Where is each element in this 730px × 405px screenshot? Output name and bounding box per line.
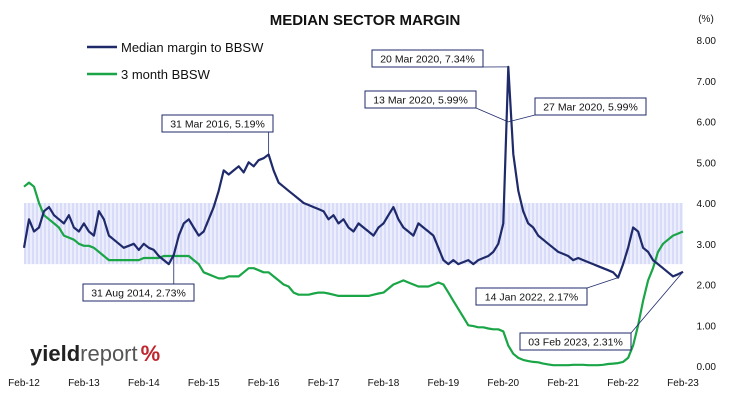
y-tick-label: 8.00: [697, 36, 717, 47]
x-tick-label: Feb-14: [128, 378, 160, 389]
x-tick-label: Feb-18: [368, 378, 400, 389]
legend: Median margin to BBSW 3 month BBSW: [87, 40, 264, 82]
y-axis: 0.00 1.00 2.00 3.00 4.00 5.00 6.00 7.00 8.00: [697, 36, 717, 373]
annotation-label: 03 Feb 2023, 2.31%: [528, 337, 623, 349]
y-tick-label: 5.00: [697, 158, 717, 169]
y-tick-label: 4.00: [697, 199, 717, 210]
x-tick-label: Feb-21: [547, 378, 579, 389]
shaded-band-layer: [24, 203, 683, 264]
logo-text-report: report: [80, 341, 137, 366]
x-tick-label: Feb-22: [607, 378, 639, 389]
svg-text:yieldreport%: yieldreport%: [30, 341, 160, 366]
shaded-band: [24, 203, 683, 264]
x-tick-label: Feb-12: [8, 378, 40, 389]
y-tick-label: 3.00: [697, 240, 717, 251]
x-tick-label: Feb-20: [487, 378, 519, 389]
annotation-label: 31 Aug 2014, 2.73%: [91, 288, 186, 300]
annotation-leader: [631, 272, 683, 333]
logo-percent-mark: %: [141, 341, 161, 366]
y-tick-label: 1.00: [697, 321, 717, 332]
logo-text-yield: yield: [30, 341, 80, 366]
annotation-label: 14 Jan 2022, 2.17%: [485, 292, 578, 304]
x-tick-label: Feb-13: [68, 378, 100, 389]
annotation-leader: [587, 278, 618, 288]
annotation-layer: 31 Aug 2014, 2.73% 31 Mar 2016, 5.19% 20 M…: [83, 50, 683, 350]
y-tick-label: 2.00: [697, 281, 717, 292]
annotation-label: 27 Mar 2020, 5.99%: [543, 102, 638, 114]
y-axis-unit-label: (%): [698, 14, 714, 25]
y-tick-label: 7.00: [697, 77, 717, 88]
y-tick-label: 6.00: [697, 118, 717, 129]
yieldreport-logo: yieldreport%: [30, 341, 160, 366]
x-axis: Feb-12 Feb-13 Feb-14 Feb-15 Feb-16 Feb-17 Feb-…: [8, 378, 699, 389]
chart-title: MEDIAN SECTOR MARGIN: [270, 12, 461, 29]
x-tick-label: Feb-16: [248, 378, 280, 389]
x-tick-label: Feb-17: [308, 378, 340, 389]
x-tick-label: Feb-15: [188, 378, 220, 389]
annotation-label: 13 Mar 2020, 5.99%: [373, 95, 468, 107]
legend-entry: 3 month BBSW: [121, 67, 211, 82]
y-tick-label: 0.00: [697, 362, 717, 373]
legend-entry: Median margin to BBSW: [121, 40, 264, 55]
x-tick-label: Feb-19: [428, 378, 460, 389]
annotation-label: 31 Mar 2016, 5.19%: [170, 119, 265, 131]
annotation-leader: [476, 108, 508, 122]
x-tick-label: Feb-23: [667, 378, 699, 389]
annotation-label: 20 Mar 2020, 7.34%: [380, 54, 475, 66]
